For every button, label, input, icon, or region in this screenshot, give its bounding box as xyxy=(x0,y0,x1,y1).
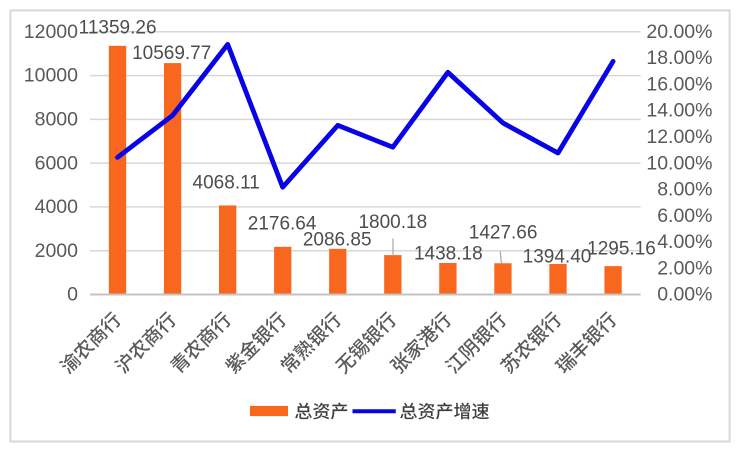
svg-text:11359.26: 11359.26 xyxy=(79,18,157,39)
svg-text:12.00%: 12.00% xyxy=(646,126,712,148)
svg-text:4000: 4000 xyxy=(35,196,79,218)
svg-text:10569.77: 10569.77 xyxy=(132,43,211,64)
svg-text:2176.64: 2176.64 xyxy=(248,213,317,234)
svg-text:2000: 2000 xyxy=(35,240,79,262)
svg-text:6.00%: 6.00% xyxy=(657,205,712,227)
svg-text:20.00%: 20.00% xyxy=(646,21,712,43)
svg-text:0.00%: 0.00% xyxy=(657,284,712,306)
svg-text:1800.18: 1800.18 xyxy=(358,212,427,233)
svg-text:1394.40: 1394.40 xyxy=(523,247,592,268)
svg-text:1295.16: 1295.16 xyxy=(587,239,656,260)
svg-text:2086.85: 2086.85 xyxy=(303,229,372,250)
svg-text:1438.18: 1438.18 xyxy=(414,243,483,264)
svg-text:16.00%: 16.00% xyxy=(646,73,712,95)
svg-text:2.00%: 2.00% xyxy=(657,257,712,279)
svg-text:10.00%: 10.00% xyxy=(646,152,712,174)
svg-text:1427.66: 1427.66 xyxy=(469,222,538,243)
svg-text:14.00%: 14.00% xyxy=(646,100,712,122)
svg-text:12000: 12000 xyxy=(24,21,78,43)
svg-text:4.00%: 4.00% xyxy=(657,231,712,253)
svg-text:8000: 8000 xyxy=(35,108,79,130)
svg-text:0: 0 xyxy=(67,284,78,306)
svg-text:4068.11: 4068.11 xyxy=(193,172,260,193)
svg-text:6000: 6000 xyxy=(35,152,79,174)
svg-text:8.00%: 8.00% xyxy=(657,179,712,201)
svg-text:18.00%: 18.00% xyxy=(646,47,712,69)
svg-text:10000: 10000 xyxy=(24,65,78,87)
